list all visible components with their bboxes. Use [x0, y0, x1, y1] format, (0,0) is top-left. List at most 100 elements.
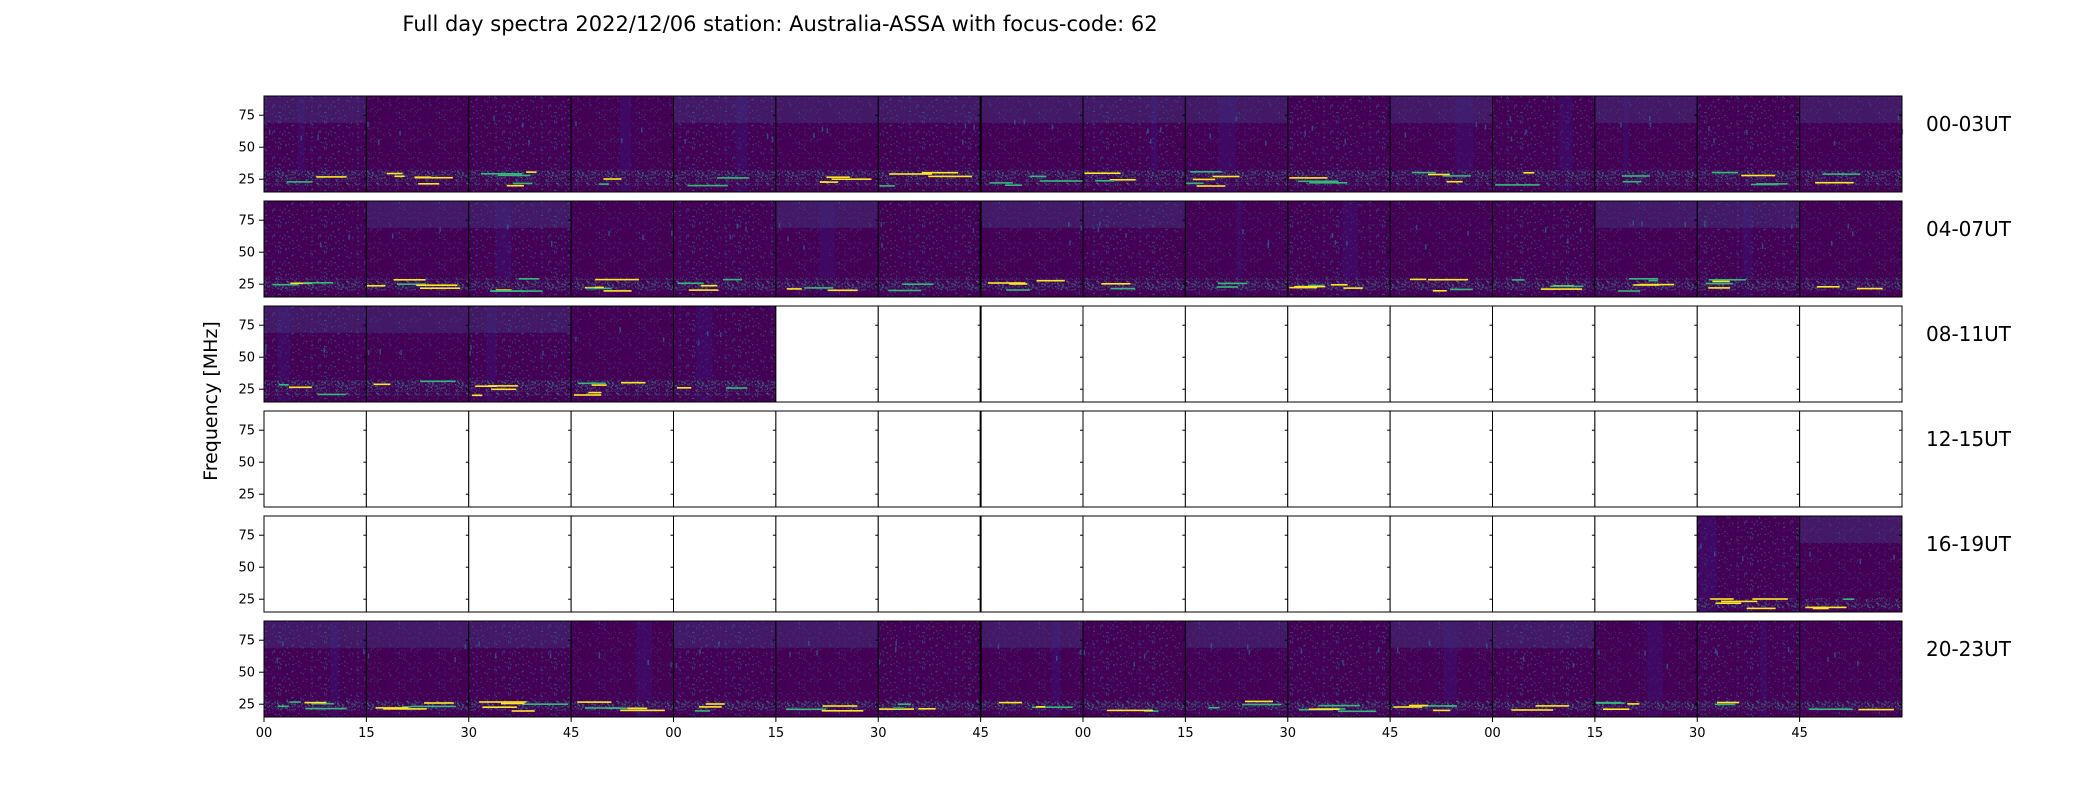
faint-feature: [729, 234, 732, 240]
empty-panel: [1083, 516, 1186, 612]
faint-feature: [1632, 220, 1634, 226]
faint-feature: [1069, 240, 1071, 246]
faint-feature: [1510, 136, 1513, 142]
faint-feature: [1210, 642, 1213, 648]
upper-band: [1492, 621, 1595, 648]
upper-band: [673, 96, 776, 123]
spectrum-panel: [1594, 620, 1698, 718]
burst-streak: [272, 283, 299, 286]
faint-feature: [642, 235, 644, 241]
burst-streak: [418, 183, 440, 185]
burst-streak: [1432, 290, 1447, 292]
burst-streak: [716, 177, 749, 179]
burst-streak: [1705, 282, 1733, 285]
faint-feature: [1684, 221, 1686, 227]
y-axis-label: Frequency [MHz]: [200, 321, 222, 481]
row-label: 00-03UT: [1926, 112, 2012, 136]
x-tick-label: 30: [870, 726, 887, 741]
burst-streak: [479, 701, 527, 703]
empty-panel: [1390, 306, 1493, 402]
x-tick-label: 15: [1177, 726, 1194, 741]
low-freq-band: [1390, 170, 1493, 186]
faint-feature: [300, 135, 303, 141]
burst-streak: [1218, 282, 1248, 285]
burst-streak: [1750, 183, 1778, 186]
faint-feature: [766, 134, 769, 140]
x-tick-label: 45: [1382, 726, 1399, 741]
low-freq-band: [468, 380, 572, 396]
upper-band: [1083, 201, 1186, 228]
spectrum-panel: [980, 410, 1084, 508]
burst-streak: [1715, 602, 1742, 604]
spectrum-panel: [1287, 305, 1391, 403]
spectrum-panel: [775, 410, 879, 508]
spectrum-panel: [1594, 305, 1698, 403]
upper-band: [366, 621, 469, 648]
burst-streak: [1621, 175, 1650, 177]
burst-streak: [416, 284, 458, 286]
faint-feature: [1893, 554, 1895, 560]
burst-streak: [922, 171, 959, 174]
faint-feature: [1143, 653, 1146, 659]
burst-streak: [1298, 180, 1339, 183]
y-tick-label: 50: [238, 141, 255, 156]
empty-panel: [1594, 516, 1698, 612]
spectrum-panel: [1184, 620, 1289, 718]
burst-streak: [1412, 171, 1436, 174]
spectrum-panel: [877, 305, 982, 403]
faint-feature: [528, 139, 530, 145]
y-tick-label: 25: [238, 278, 255, 293]
upper-band: [264, 96, 367, 123]
spectrum-panel: [365, 620, 470, 718]
spectrum-panel: [570, 620, 674, 718]
y-tick-label: 25: [238, 593, 255, 608]
faint-feature: [1014, 119, 1016, 125]
empty-panel: [878, 306, 981, 402]
spectrum-panel: [1799, 410, 1903, 508]
rfi-stripe: [636, 621, 653, 717]
faint-feature: [808, 640, 810, 646]
panel-frame: [1799, 410, 1903, 508]
faint-feature: [1567, 238, 1569, 244]
faint-feature: [551, 240, 553, 246]
burst-streak: [1212, 175, 1240, 178]
upper-band: [1390, 621, 1493, 648]
low-freq-band: [1185, 700, 1288, 711]
burst-streak: [1617, 290, 1641, 292]
faint-feature: [1125, 233, 1127, 238]
faint-feature: [1649, 115, 1651, 121]
spectrum-panel: [1492, 200, 1596, 298]
burst-streak: [831, 178, 872, 180]
y-tick-label: 75: [238, 424, 255, 439]
low-freq-band: [1697, 700, 1800, 711]
rfi-stripe: [1760, 621, 1768, 717]
burst-streak: [482, 706, 517, 708]
burst-streak: [1036, 279, 1065, 282]
spectrum-panel: [775, 95, 879, 193]
row-label: 04-07UT: [1926, 217, 2012, 241]
faint-feature: [745, 226, 747, 232]
burst-streak: [475, 385, 497, 387]
faint-feature: [1641, 221, 1643, 227]
burst-streak: [585, 707, 620, 709]
faint-feature: [1248, 649, 1250, 655]
spectrum-panel: [1287, 410, 1391, 508]
x-tick-label: 45: [1791, 726, 1808, 741]
spectrum-panel: [1389, 200, 1493, 298]
low-freq-band: [1492, 170, 1595, 186]
faint-feature: [367, 122, 369, 127]
low-freq-band: [366, 380, 469, 396]
spectrum-panel: [1082, 410, 1186, 508]
rfi-stripe: [1742, 201, 1753, 297]
spectrum-panel: [673, 410, 777, 508]
burst-streak: [1216, 286, 1239, 288]
spectrum-panel: [1799, 515, 1903, 613]
burst-streak: [1714, 703, 1735, 706]
burst-streak: [1712, 171, 1739, 174]
spectrum-panel: [877, 620, 982, 718]
low-freq-band: [980, 700, 1083, 711]
faint-feature: [964, 123, 967, 129]
y-tick-label: 25: [238, 488, 255, 503]
burst-streak: [511, 710, 535, 712]
faint-feature: [697, 340, 700, 346]
